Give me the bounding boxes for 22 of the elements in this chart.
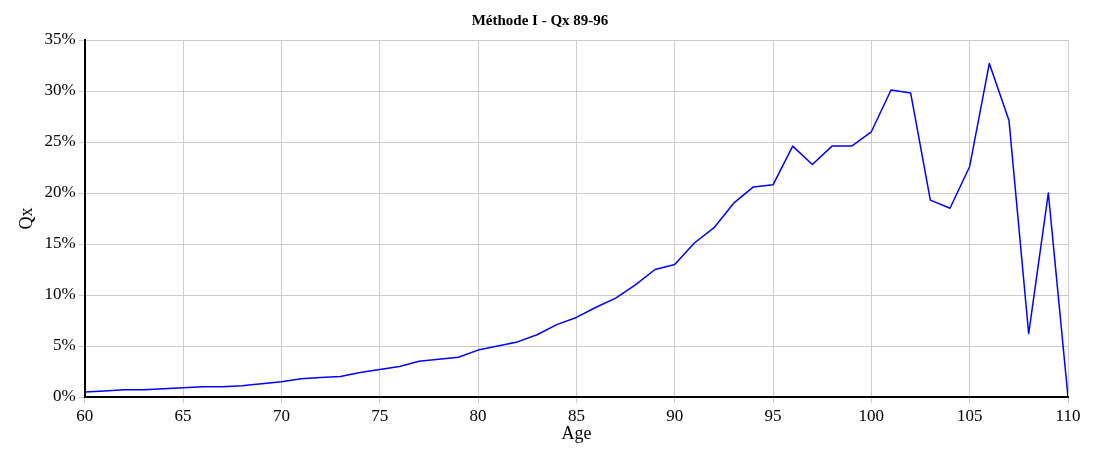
y-tick-label: 5% xyxy=(53,335,76,355)
y-tick-label: 0% xyxy=(53,386,76,406)
x-tick-label: 75 xyxy=(371,405,389,425)
x-tick-label: 105 xyxy=(956,405,983,425)
y-tick-label: 20% xyxy=(44,182,76,202)
x-tick-label: 70 xyxy=(272,405,290,425)
y-axis-title: Qx xyxy=(15,207,36,230)
y-tick-label: 30% xyxy=(44,80,76,100)
x-tick-label: 65 xyxy=(174,405,192,425)
y-tick-label: 10% xyxy=(44,284,76,304)
x-tick-label: 60 xyxy=(76,405,94,425)
y-tick-label: 15% xyxy=(44,233,76,253)
x-tick-label: 90 xyxy=(666,405,684,425)
x-tick-label: 95 xyxy=(764,405,782,425)
x-tick-label: 85 xyxy=(567,405,585,425)
x-axis-title: Age xyxy=(561,422,592,443)
x-tick-label: 110 xyxy=(1055,405,1081,425)
x-tick-label: 100 xyxy=(858,405,885,425)
x-tick-label: 80 xyxy=(469,405,487,425)
y-tick-label: 35% xyxy=(44,29,76,49)
chart-title: Méthode I - Qx 89-96 xyxy=(471,11,609,28)
y-tick-label: 25% xyxy=(44,131,76,151)
